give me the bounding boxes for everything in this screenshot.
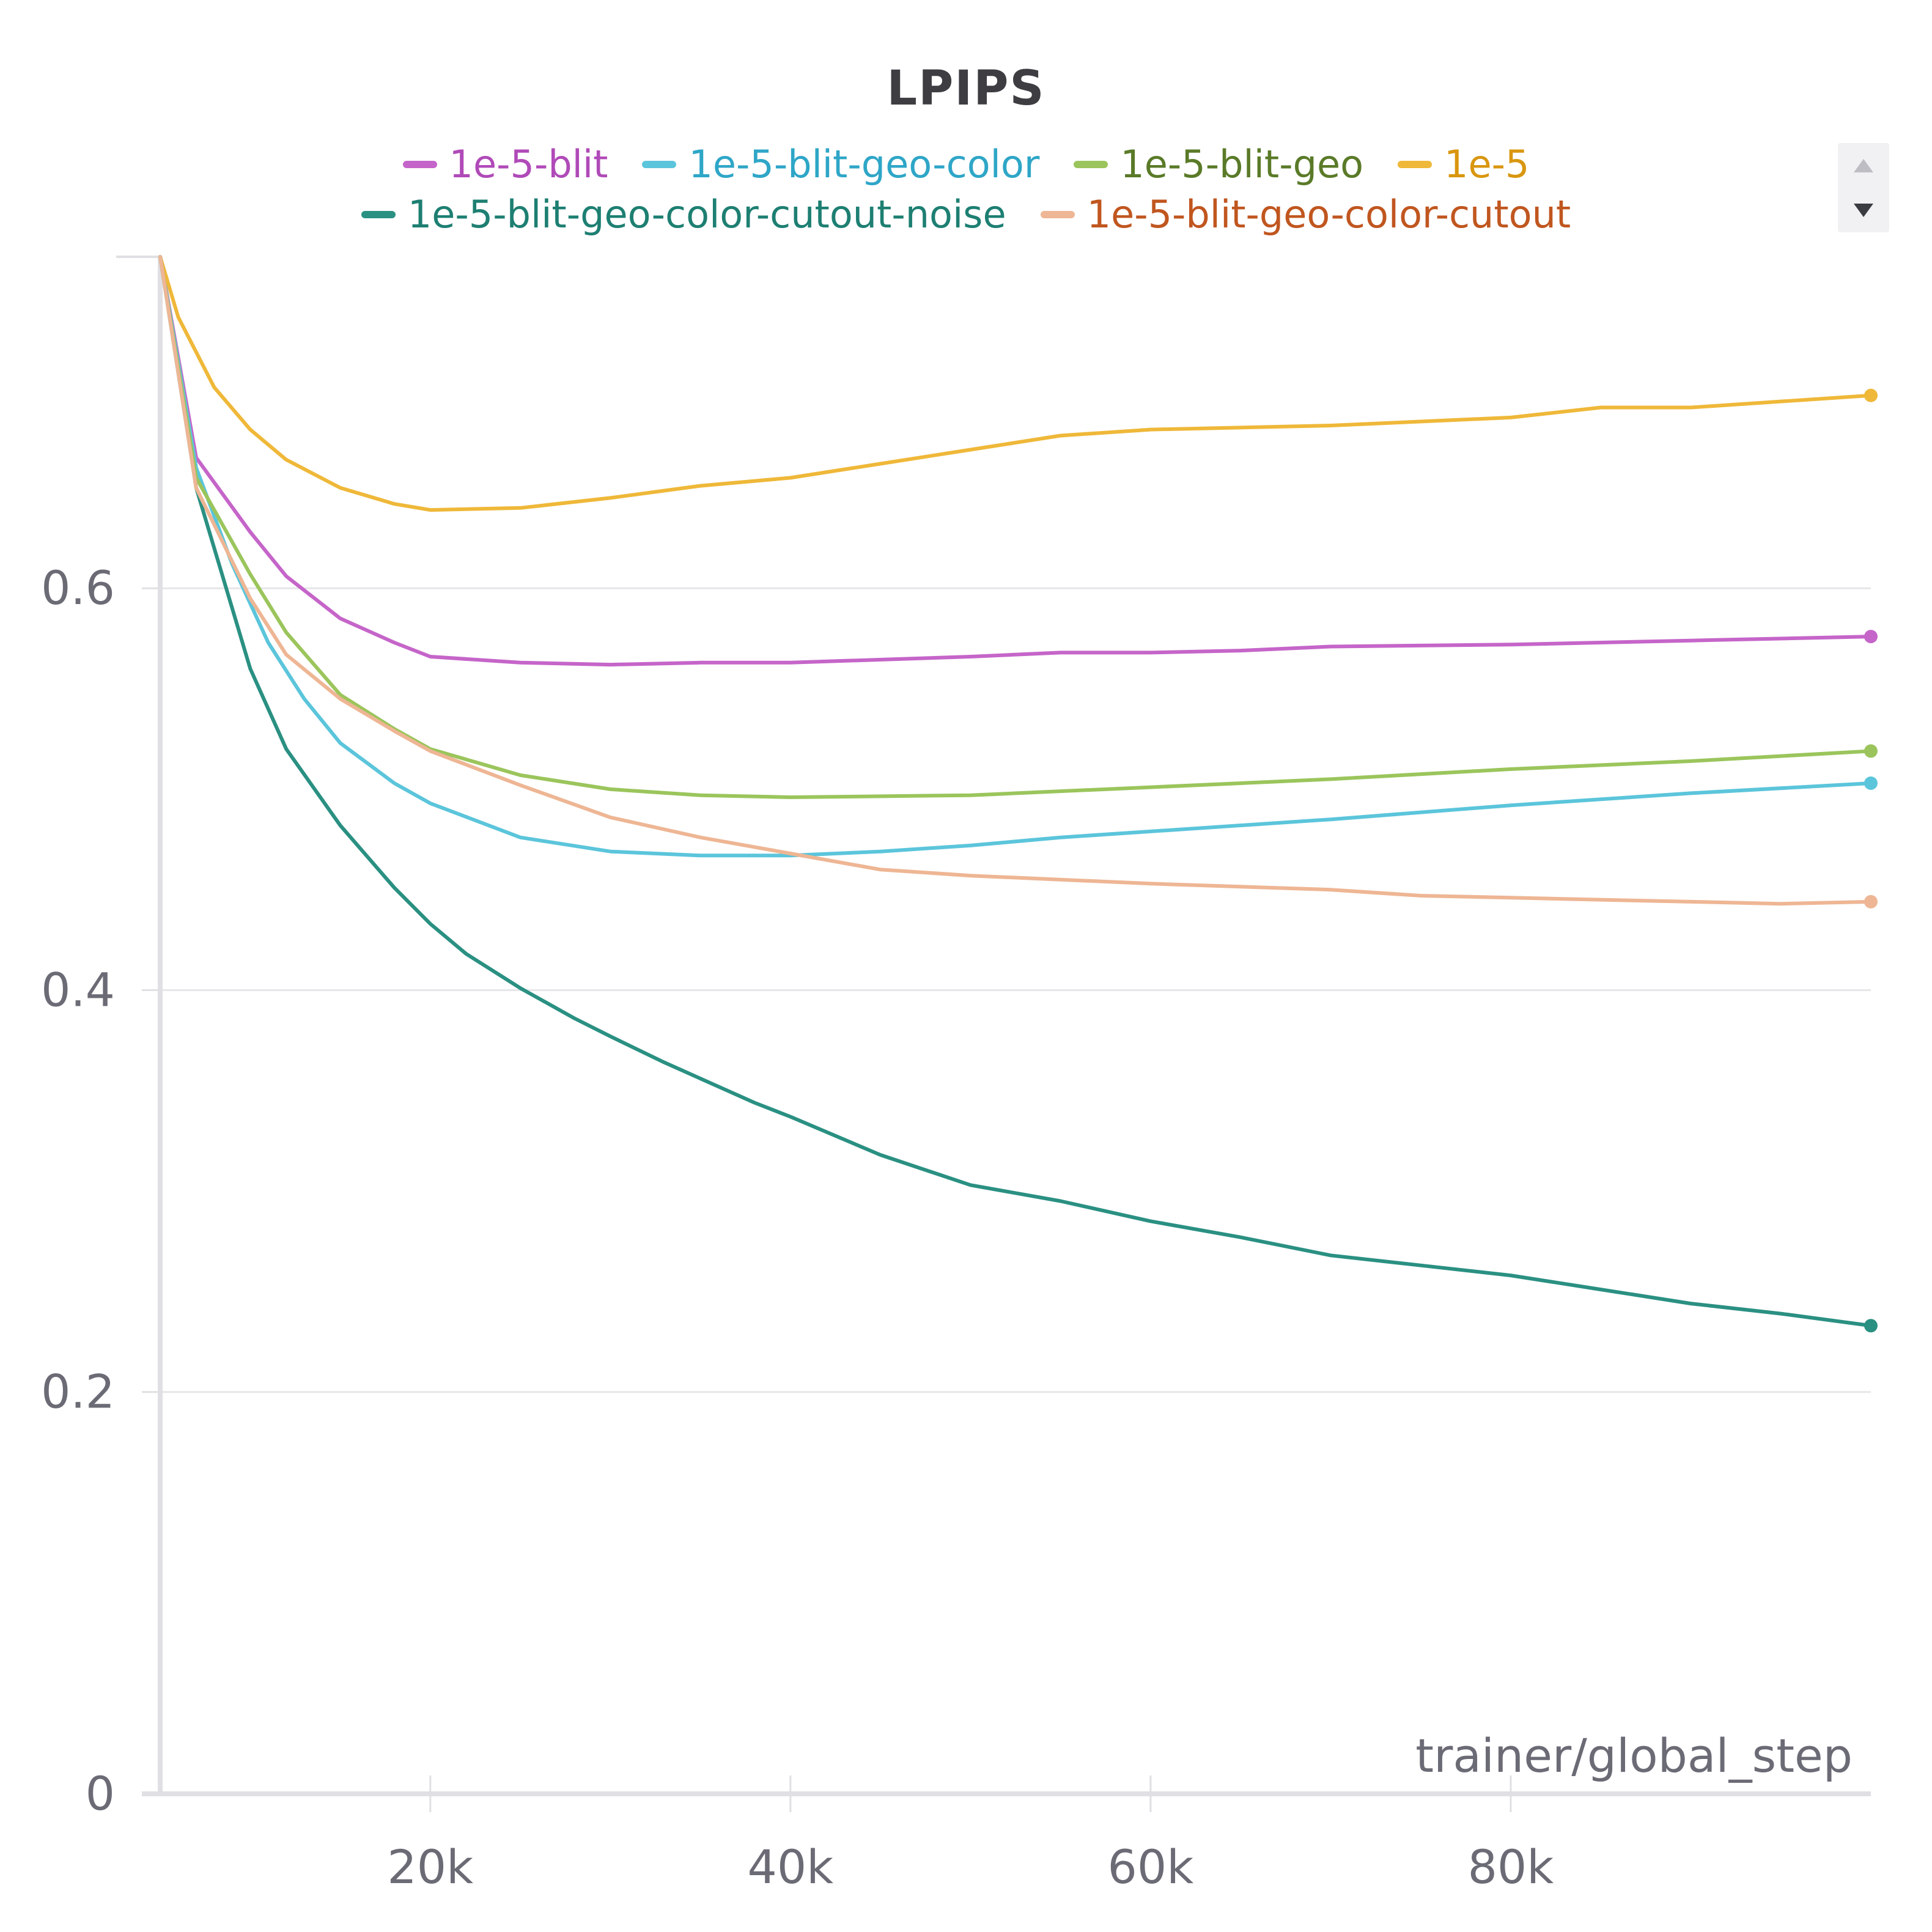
x-tick-label: 60k bbox=[1108, 1840, 1194, 1894]
legend-label: 1e-5-blit bbox=[449, 142, 608, 186]
series-end-marker bbox=[1864, 894, 1878, 909]
legend-label: 1e-5-blit-geo bbox=[1120, 142, 1364, 186]
series-line bbox=[158, 255, 1873, 667]
axes-layer: 0 0.2 0.4 0.6 20k 40k 60k 80k bbox=[41, 256, 1871, 1894]
series-end-marker bbox=[1864, 776, 1878, 791]
y-tick-label: 0.6 bbox=[41, 561, 115, 615]
series-line bbox=[158, 255, 1873, 1328]
series-line bbox=[158, 255, 1873, 512]
series-end-marker bbox=[1864, 1319, 1878, 1333]
grid-layer bbox=[160, 587, 1871, 1393]
legend-item[interactable]: 1e-5-blit-geo-color-cutout-noise bbox=[361, 192, 1006, 237]
legend-item[interactable]: 1e-5-blit-geo bbox=[1074, 142, 1363, 186]
legend-swatch bbox=[402, 160, 437, 168]
y-tick-label: 0.2 bbox=[41, 1365, 115, 1419]
series-line bbox=[158, 255, 1873, 858]
triangle-down-icon[interactable] bbox=[1838, 188, 1889, 232]
legend-item[interactable]: 1e-5-blit-geo-color bbox=[642, 142, 1039, 186]
series-layer bbox=[158, 255, 1878, 1333]
x-tick-label: 80k bbox=[1468, 1840, 1554, 1894]
legend-row-1: 1e-5-blit 1e-5-blit-geo-color 1e-5-blit-ge… bbox=[0, 142, 1932, 186]
series-end-marker bbox=[1864, 388, 1878, 402]
legend-label: 1e-5-blit-geo-color-cutout bbox=[1086, 192, 1571, 237]
triangle-up-icon[interactable] bbox=[1838, 143, 1889, 188]
series-end-marker bbox=[1864, 744, 1878, 758]
legend-label: 1e-5-blit-geo-color-cutout-noise bbox=[407, 192, 1006, 237]
legend-swatch bbox=[1074, 160, 1108, 168]
legend-row-2: 1e-5-blit-geo-color-cutout-noise 1e-5-bli… bbox=[0, 192, 1932, 237]
y-tick-label: 0 bbox=[86, 1766, 115, 1821]
legend-item[interactable]: 1e-5 bbox=[1398, 142, 1529, 186]
series-line bbox=[158, 255, 1873, 906]
legend-item[interactable]: 1e-5-blit bbox=[402, 142, 608, 186]
legend-swatch bbox=[1398, 160, 1432, 168]
legend-swatch bbox=[642, 160, 677, 168]
legend-label: 1e-5 bbox=[1444, 142, 1530, 186]
series-end-marker bbox=[1864, 630, 1878, 644]
legend-label: 1e-5-blit-geo-color bbox=[688, 142, 1040, 186]
x-tick-label: 20k bbox=[387, 1840, 473, 1894]
chart-title: LPIPS bbox=[887, 61, 1045, 116]
legend-scroll-control[interactable] bbox=[1838, 143, 1889, 232]
legend-swatch bbox=[1040, 210, 1075, 218]
legend-swatch bbox=[361, 210, 396, 218]
x-axis-label: trainer/global_step bbox=[1415, 1728, 1853, 1783]
y-tick-label: 0.4 bbox=[41, 962, 115, 1017]
series-line bbox=[158, 255, 1873, 799]
x-tick-label: 40k bbox=[747, 1840, 833, 1894]
legend-item[interactable]: 1e-5-blit-geo-color-cutout bbox=[1040, 192, 1571, 237]
